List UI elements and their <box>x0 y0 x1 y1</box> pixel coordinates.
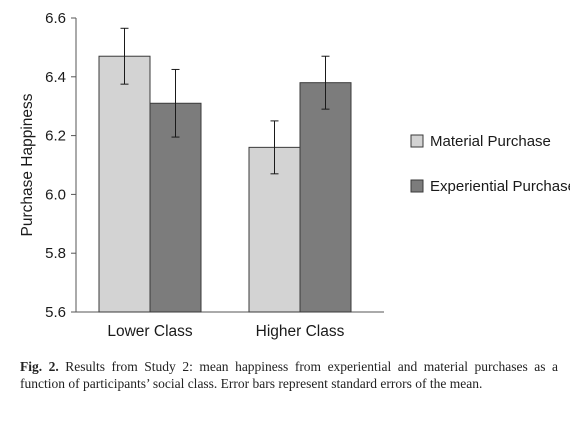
y-tick-label: 6.2 <box>45 128 66 145</box>
caption-text: Results from Study 2: mean happiness fro… <box>20 359 559 391</box>
y-tick-label: 5.6 <box>45 304 66 321</box>
y-tick-label: 5.8 <box>45 245 66 262</box>
legend-swatch <box>410 179 424 193</box>
legend-label: Material Purchase <box>430 133 551 150</box>
legend-swatch <box>410 134 424 148</box>
caption-label: Fig. 2. <box>20 359 59 374</box>
bar <box>149 102 202 313</box>
legend: Material Purchase Experiential Purchase <box>410 133 570 195</box>
bar <box>98 55 151 313</box>
x-tick-label: Lower Class <box>107 323 193 340</box>
bar-chart: 5.6 5.8 6.0 6.2 6.4 6.6 Lower Class Higher Clas… <box>19 10 570 340</box>
plot-area: 5.6 5.8 6.0 6.2 6.4 6.6 Lower Class Higher Clas… <box>45 10 384 340</box>
y-tick-label: 6.4 <box>45 69 66 86</box>
x-tick-label: Higher Class <box>256 323 345 340</box>
legend-label: Experiential Purchase <box>430 178 570 195</box>
y-tick-label: 6.0 <box>45 186 66 203</box>
figure-caption: Fig. 2. Results from Study 2: mean happi… <box>20 359 558 392</box>
y-tick-label: 6.6 <box>45 10 66 27</box>
y-axis-label: Purchase Happiness <box>19 93 36 236</box>
bar <box>299 82 352 313</box>
